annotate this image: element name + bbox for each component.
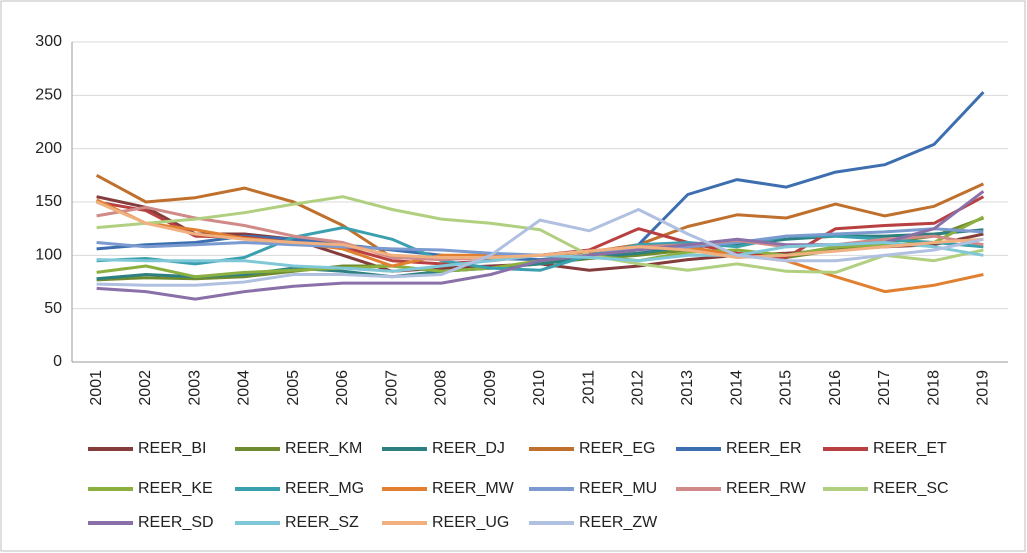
x-tick-label: 2018 — [925, 370, 942, 406]
legend-label: REER_ZW — [579, 514, 658, 531]
x-tick-label: 2004 — [236, 370, 253, 406]
legend-label: REER_DJ — [432, 440, 505, 457]
y-tick-label: 300 — [35, 33, 62, 50]
x-tick-label: 2014 — [728, 370, 745, 406]
y-tick-label: 100 — [35, 247, 62, 264]
series-line — [96, 208, 984, 287]
legend-label: REER_RW — [726, 480, 807, 497]
x-tick-label: 2011 — [580, 370, 597, 405]
legend-label: REER_KM — [285, 440, 362, 457]
legend-label: REER_SC — [873, 480, 949, 497]
x-tick-label: 2001 — [88, 370, 105, 406]
legend-label: REER_MU — [579, 480, 657, 497]
x-tick-label: 2006 — [334, 370, 351, 406]
x-tick-label: 2003 — [186, 370, 203, 406]
legend-label: REER_ET — [873, 440, 947, 457]
legend-label: REER_KE — [138, 480, 213, 497]
legend-label: REER_MG — [285, 480, 364, 497]
x-tick-label: 2016 — [827, 370, 844, 406]
x-tick-label: 2010 — [531, 370, 548, 406]
y-tick-label: 200 — [35, 140, 62, 157]
y-tick-label: 0 — [53, 353, 62, 370]
legend-label: REER_MW — [432, 480, 515, 497]
legend-label: REER_SD — [138, 514, 214, 531]
x-tick-label: 2007 — [383, 370, 400, 406]
y-tick-label: 50 — [44, 300, 62, 317]
legend-label: REER_UG — [432, 514, 509, 531]
x-tick-label: 2009 — [482, 370, 499, 406]
series-line — [96, 226, 984, 272]
legend-label: REER_EG — [579, 440, 655, 457]
x-tick-label: 2013 — [679, 370, 696, 406]
legend-label: REER_ER — [726, 440, 802, 457]
y-tick-label: 150 — [35, 193, 62, 210]
x-tick-label: 2019 — [975, 370, 992, 406]
legend-label: REER_SZ — [285, 514, 359, 531]
x-tick-label: 2008 — [433, 370, 450, 406]
x-tick-label: 2017 — [876, 370, 893, 406]
x-tick-label: 2015 — [778, 370, 795, 406]
x-tick-label: 2012 — [630, 370, 647, 406]
series-line — [96, 200, 984, 259]
legend-label: REER_BI — [138, 440, 206, 457]
y-tick-label: 250 — [35, 87, 62, 104]
x-tick-label: 2002 — [137, 370, 154, 406]
series-line — [96, 195, 984, 274]
x-tick-label: 2005 — [285, 370, 302, 406]
